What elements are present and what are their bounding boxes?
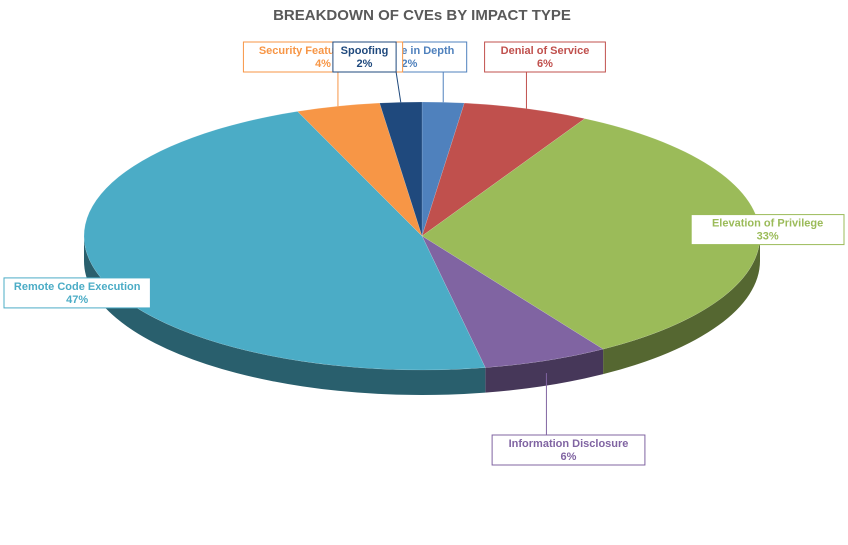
slice-side-elevation-of-privilege — [603, 236, 761, 375]
data-label-name: Remote Code Execution — [14, 281, 141, 293]
leader-line — [395, 71, 402, 103]
data-label-box — [3, 277, 151, 309]
data-label-name: Spoofing — [341, 45, 389, 57]
slice-side-information-disclosure — [485, 349, 604, 393]
slice-side-remote-code-execution — [84, 236, 486, 396]
data-label-percent: 6% — [561, 451, 577, 463]
data-label-name: Information Disclosure — [509, 438, 629, 450]
slice-security-feature-bypass — [297, 102, 423, 237]
data-label-box — [332, 41, 397, 73]
data-label-name: Elevation of Privilege — [712, 218, 823, 230]
data-label-name: Denial of Service — [501, 45, 590, 57]
pie-slices — [83, 101, 761, 371]
slice-remote-code-execution — [83, 111, 486, 371]
data-label-box — [690, 214, 845, 246]
slice-spoofing — [379, 101, 423, 237]
data-label-percent: 2% — [357, 58, 373, 70]
slice-information-disclosure — [421, 235, 604, 368]
slice-defense-in-depth — [421, 101, 465, 237]
pie-sides — [84, 236, 761, 396]
data-label-percent: 33% — [757, 231, 779, 243]
data-label-percent: 2% — [402, 58, 418, 70]
data-label-percent: 4% — [315, 58, 331, 70]
chart-title: BREAKDOWN OF CVEs BY IMPACT TYPE — [273, 7, 571, 24]
data-label-box — [484, 41, 606, 73]
data-label-percent: 47% — [66, 294, 88, 306]
data-label-percent: 6% — [537, 58, 553, 70]
data-label-box — [491, 434, 646, 466]
slice-denial-of-service — [421, 102, 586, 237]
